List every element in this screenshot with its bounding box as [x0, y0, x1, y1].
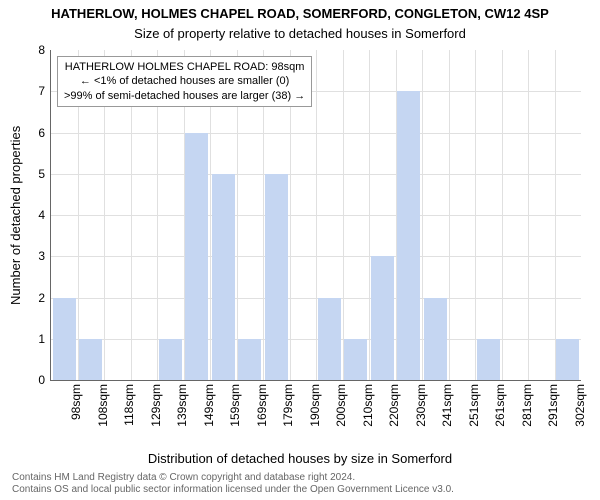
x-tick-label: 108sqm [96, 380, 110, 427]
bar [79, 339, 102, 380]
y-tick-label: 4 [38, 208, 51, 222]
legend-line-1: HATHERLOW HOLMES CHAPEL ROAD: 98sqm [64, 60, 305, 74]
gridline-v [528, 50, 529, 380]
x-tick-label: 139sqm [175, 380, 189, 427]
x-tick-label: 291sqm [546, 380, 560, 427]
footer-line-2: Contains OS and local public sector info… [12, 484, 454, 496]
x-tick-label: 241sqm [440, 380, 454, 427]
x-tick-label: 230sqm [414, 380, 428, 427]
x-tick-label: 159sqm [228, 380, 242, 427]
gridline-v [502, 50, 503, 380]
bar [477, 339, 500, 380]
y-tick-label: 0 [38, 373, 51, 387]
y-axis-label: Number of detached properties [8, 126, 23, 305]
gridline-v [316, 50, 317, 380]
y-tick-label: 3 [38, 249, 51, 263]
x-tick-label: 169sqm [255, 380, 269, 427]
chart-title: HATHERLOW, HOLMES CHAPEL ROAD, SOMERFORD… [0, 6, 600, 21]
y-tick-label: 5 [38, 167, 51, 181]
legend-box: HATHERLOW HOLMES CHAPEL ROAD: 98sqm ← <1… [57, 56, 312, 107]
gridline-v [555, 50, 556, 380]
x-tick-label: 302sqm [573, 380, 587, 427]
bar [265, 174, 288, 380]
x-tick-label: 281sqm [520, 380, 534, 427]
gridline-v [396, 50, 397, 380]
x-tick-label: 220sqm [387, 380, 401, 427]
x-axis-label: Distribution of detached houses by size … [0, 451, 600, 466]
x-tick-label: 261sqm [493, 380, 507, 427]
plot-area: 01234567898sqm108sqm118sqm129sqm139sqm14… [50, 50, 581, 381]
bar [159, 339, 182, 380]
x-tick-label: 98sqm [69, 380, 83, 420]
x-tick-label: 210sqm [361, 380, 375, 427]
gridline-v [449, 50, 450, 380]
gridline-v [369, 50, 370, 380]
x-tick-label: 149sqm [202, 380, 216, 427]
bar [238, 339, 261, 380]
gridline-v [422, 50, 423, 380]
x-tick-label: 129sqm [149, 380, 163, 427]
bar [53, 298, 76, 381]
gridline-v [475, 50, 476, 380]
bar [371, 256, 394, 380]
chart-subtitle: Size of property relative to detached ho… [0, 26, 600, 41]
legend-line-2: ← <1% of detached houses are smaller (0) [64, 74, 305, 88]
bar [556, 339, 579, 380]
bar [185, 133, 208, 381]
bar [318, 298, 341, 381]
x-tick-label: 251sqm [467, 380, 481, 427]
x-tick-label: 179sqm [281, 380, 295, 427]
footer-attribution: Contains HM Land Registry data © Crown c… [12, 472, 454, 496]
y-tick-label: 6 [38, 126, 51, 140]
legend-line-3: >99% of semi-detached houses are larger … [64, 89, 305, 103]
x-tick-label: 118sqm [122, 380, 136, 426]
y-tick-label: 8 [38, 43, 51, 57]
footer-line-1: Contains HM Land Registry data © Crown c… [12, 472, 454, 484]
bar [424, 298, 447, 381]
bar [344, 339, 367, 380]
x-tick-label: 190sqm [308, 380, 322, 427]
y-tick-label: 2 [38, 291, 51, 305]
gridline-v [343, 50, 344, 380]
x-tick-label: 200sqm [334, 380, 348, 427]
chart-container: { "title_main": "HATHERLOW, HOLMES CHAPE… [0, 0, 600, 500]
y-tick-label: 7 [38, 84, 51, 98]
bar [397, 91, 420, 380]
y-tick-label: 1 [38, 332, 51, 346]
bar [212, 174, 235, 380]
